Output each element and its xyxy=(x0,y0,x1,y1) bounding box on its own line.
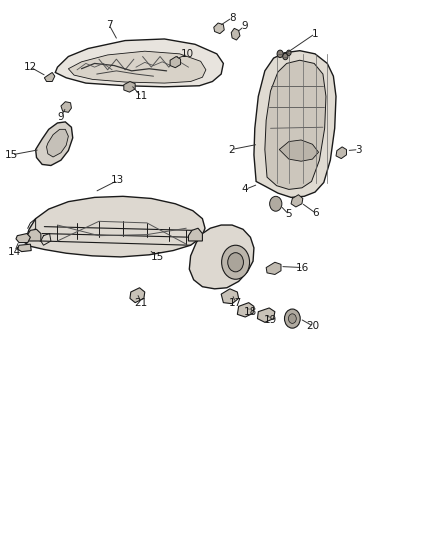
Polygon shape xyxy=(68,51,206,83)
Polygon shape xyxy=(214,23,224,34)
Text: 18: 18 xyxy=(244,306,257,317)
Polygon shape xyxy=(266,262,281,274)
Text: 20: 20 xyxy=(306,321,319,331)
Text: 9: 9 xyxy=(58,111,64,122)
Polygon shape xyxy=(16,233,30,243)
Text: 2: 2 xyxy=(228,144,234,155)
Polygon shape xyxy=(279,140,318,161)
Text: 6: 6 xyxy=(313,208,319,219)
Polygon shape xyxy=(237,303,254,317)
Text: 16: 16 xyxy=(296,263,310,272)
Circle shape xyxy=(228,253,244,272)
Polygon shape xyxy=(189,225,254,289)
Text: 8: 8 xyxy=(229,13,235,23)
Polygon shape xyxy=(265,60,326,189)
Polygon shape xyxy=(27,229,41,241)
Circle shape xyxy=(270,196,282,211)
Text: 10: 10 xyxy=(181,49,194,59)
Circle shape xyxy=(277,50,283,58)
Text: 1: 1 xyxy=(312,29,318,39)
Text: 9: 9 xyxy=(241,21,247,31)
Text: 11: 11 xyxy=(134,91,148,101)
Polygon shape xyxy=(231,28,240,40)
Circle shape xyxy=(222,245,250,279)
Polygon shape xyxy=(44,72,55,82)
Polygon shape xyxy=(188,228,202,241)
Polygon shape xyxy=(25,196,205,257)
Circle shape xyxy=(287,50,291,55)
Polygon shape xyxy=(254,51,336,197)
Circle shape xyxy=(288,314,296,324)
Polygon shape xyxy=(35,122,73,165)
Polygon shape xyxy=(61,102,71,112)
Polygon shape xyxy=(124,82,135,92)
Text: 5: 5 xyxy=(286,209,292,220)
Polygon shape xyxy=(17,244,31,252)
Text: 4: 4 xyxy=(242,184,248,195)
Text: 15: 15 xyxy=(5,150,18,160)
Polygon shape xyxy=(55,39,223,87)
Polygon shape xyxy=(291,195,303,207)
Text: 14: 14 xyxy=(8,247,21,256)
Text: 17: 17 xyxy=(229,297,242,308)
Polygon shape xyxy=(336,147,346,159)
Circle shape xyxy=(283,53,288,60)
Text: 19: 19 xyxy=(264,314,277,325)
Circle shape xyxy=(285,309,300,328)
Polygon shape xyxy=(170,56,180,68)
Polygon shape xyxy=(258,308,275,322)
Polygon shape xyxy=(221,289,239,304)
Text: 12: 12 xyxy=(24,62,37,72)
Text: 21: 21 xyxy=(134,297,148,308)
Polygon shape xyxy=(130,288,145,303)
Polygon shape xyxy=(46,130,68,157)
Text: 7: 7 xyxy=(106,20,112,30)
Text: 3: 3 xyxy=(355,144,362,155)
Text: 15: 15 xyxy=(150,252,164,262)
Text: 13: 13 xyxy=(111,175,124,185)
